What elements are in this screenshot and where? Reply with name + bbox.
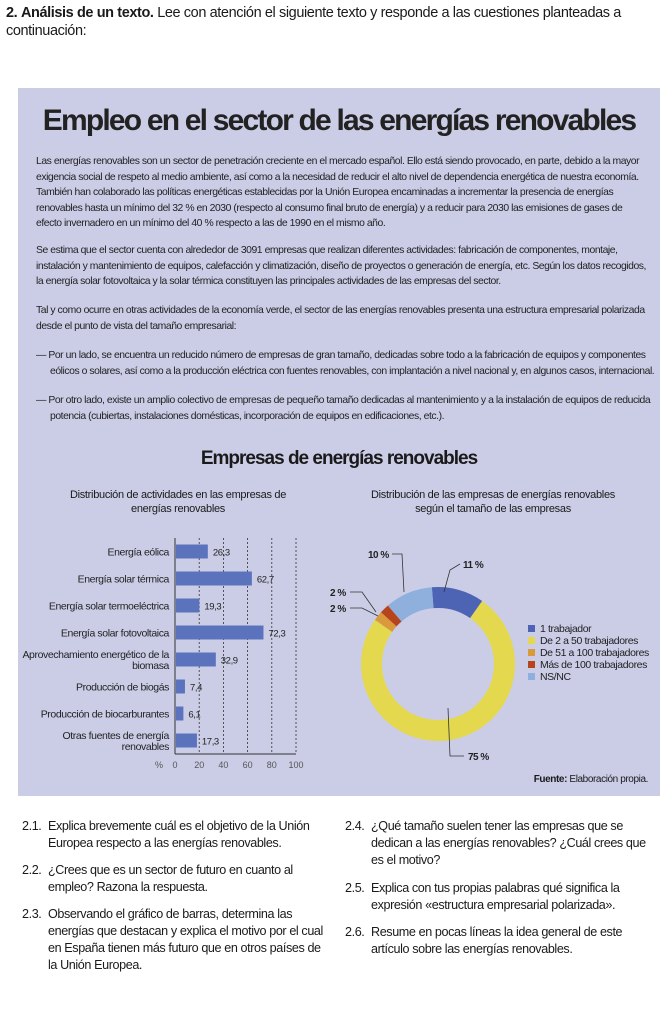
legend-label: De 51 a 100 trabajadores <box>540 647 649 659</box>
donut-slice <box>387 587 434 622</box>
slice-label: 75 % <box>468 752 489 763</box>
x-axis-label: % <box>155 760 163 770</box>
legend-label: Más de 100 trabajadores <box>540 659 647 671</box>
donut-slice <box>374 612 397 632</box>
exercise-heading: Análisis de un texto. <box>20 5 154 21</box>
category-label: Energía solar termoeléctrica <box>49 601 170 613</box>
exercise-instruction: 2. Análisis de un texto. Lee con atenció… <box>6 4 666 40</box>
source-label: Fuente: <box>533 774 568 785</box>
category-label: renovables <box>122 741 170 753</box>
bar <box>176 733 197 748</box>
slice-label: 2 % <box>330 604 346 615</box>
x-tick-label: 20 <box>194 760 204 770</box>
question-2-3: 2.3. Observando el gráfico de barras, det… <box>22 907 323 972</box>
leader-line <box>350 607 379 617</box>
leader-line <box>443 563 461 593</box>
slice-label: 10 % <box>368 550 389 561</box>
x-tick-label: 60 <box>243 760 253 770</box>
leader-line <box>350 591 377 613</box>
bar <box>176 598 200 613</box>
question-2-2: 2.2. ¿Crees que es un sector de futuro en… <box>22 863 293 894</box>
category-label: Otras fuentes de energía <box>62 730 169 742</box>
category-label: Producción de biogás <box>76 682 169 694</box>
legend-swatch <box>528 637 535 644</box>
bar <box>176 652 216 667</box>
exercise-number: 2. <box>6 5 18 21</box>
bar-value-label: 7,4 <box>190 683 202 694</box>
donut-chart: 11 % 1 trabajador 75 % De 2 a 50 trabajador… <box>330 550 649 763</box>
donut-slice <box>431 587 483 619</box>
category-label: Energía solar fotovoltaica <box>61 628 170 640</box>
slice-label: 11 % <box>463 560 484 571</box>
slice-label: 2 % <box>330 588 346 599</box>
category-label: Aprovechamiento energético de la <box>22 649 169 661</box>
bar-value-label: 62,7 <box>257 575 274 586</box>
legend-swatch <box>528 649 535 656</box>
question-2-5: 2.5. Explica con tus propias palabras qué… <box>345 881 620 912</box>
article-title: Empleo en el sector de las energías reno… <box>42 104 637 137</box>
legend-label: 1 trabajador <box>540 623 592 635</box>
legend-swatch <box>528 661 535 668</box>
bar-value-label: 72,3 <box>268 629 285 640</box>
article-box: Empleo en el sector de las energías reno… <box>18 88 660 796</box>
paragraph-1: Las energías renovables son un sector de… <box>36 156 640 230</box>
bar-value-label: 32,9 <box>221 656 238 667</box>
legend-swatch <box>528 625 535 632</box>
question-2-4: 2.4. ¿Qué tamaño suelen tener las empresa… <box>345 819 646 867</box>
x-tick-label: 0 <box>172 760 177 770</box>
charts-heading: Empresas de energías renovables <box>200 448 478 469</box>
category-label: Energía solar térmica <box>78 574 170 586</box>
x-tick-label: 100 <box>288 760 303 770</box>
legend-swatch <box>528 673 535 680</box>
bar-value-label: 26,3 <box>213 548 230 559</box>
paragraph-3: Tal y como ocurre en otras actividades d… <box>36 305 645 332</box>
bar-value-label: 6,1 <box>188 710 200 721</box>
x-tick-label: 80 <box>267 760 277 770</box>
question-2-1: 2.1. Explica brevemente cuál es el objeti… <box>22 819 310 850</box>
x-tick-label: 40 <box>218 760 228 770</box>
bar <box>176 706 184 721</box>
category-label: Producción de biocarburantes <box>41 709 169 721</box>
legend-label: NS/NC <box>540 671 571 683</box>
leader-line <box>392 553 405 593</box>
exercise-text: Lee con atención el siguiente texto y re… <box>6 5 621 39</box>
source-text: Elaboración propia. <box>569 774 648 785</box>
bar <box>176 571 252 586</box>
paragraph-bullet-2: — Por otro lado, existe un amplio colect… <box>36 395 651 422</box>
paragraph-2: Se estima que el sector cuenta con alred… <box>36 245 646 288</box>
legend-label: De 2 a 50 trabajadores <box>540 635 638 647</box>
bar <box>176 625 264 640</box>
donut-slice <box>380 605 402 627</box>
category-label: Energía eólica <box>107 547 169 559</box>
bar-chart-title: Distribución de actividades en las empre… <box>69 489 287 515</box>
question-2-6: 2.6. Resume en pocas líneas la idea gener… <box>345 925 623 956</box>
bar-chart: 0 20 40 60 80 100% 26,3 Energía eólica 62,7 Energ… <box>22 538 304 770</box>
paragraph-bullet-1: — Por un lado, se encuentra un reducido … <box>36 350 655 377</box>
donut-chart-title: Distribución de las empresas de energías… <box>371 489 615 515</box>
bar <box>176 544 208 559</box>
bar <box>176 679 185 694</box>
bar-value-label: 17,3 <box>202 737 219 748</box>
donut-slice <box>361 600 515 741</box>
bar-value-label: 19,3 <box>204 602 221 613</box>
source-note: Fuente: Elaboración propia. <box>533 774 649 785</box>
leader-line <box>447 707 464 757</box>
category-label: biomasa <box>132 660 169 672</box>
